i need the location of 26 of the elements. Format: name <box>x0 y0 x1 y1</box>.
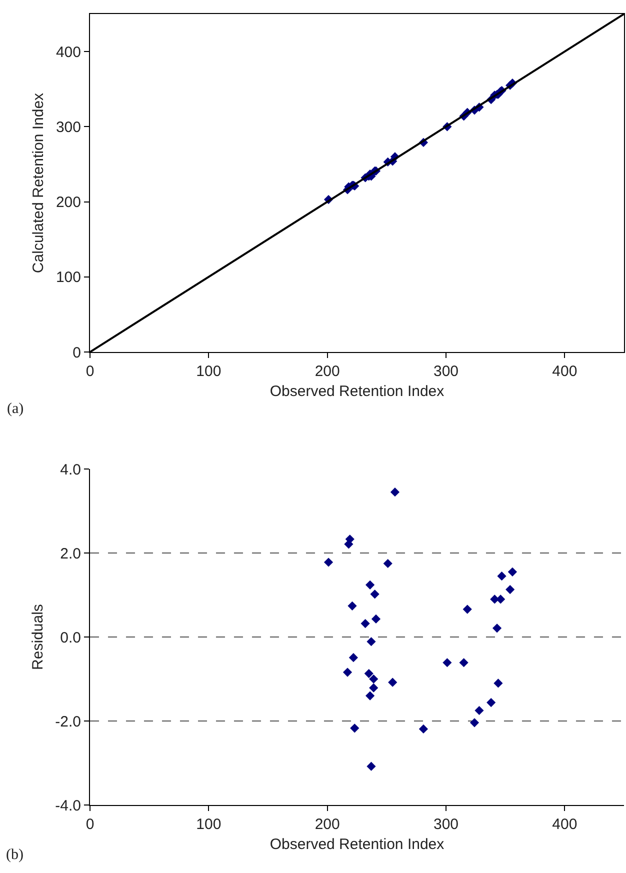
x-tick-label: 0 <box>86 363 94 380</box>
y-tick-label: -4.0 <box>55 797 81 814</box>
x-tick-label: 400 <box>552 816 578 833</box>
x-tick-label: 200 <box>314 363 340 380</box>
y-tick-label: 2.0 <box>60 545 81 562</box>
y-tick-label: 300 <box>56 118 81 136</box>
text: (a) <box>7 401 24 417</box>
text: (b) <box>6 847 24 863</box>
x-tick-label: 300 <box>433 816 459 833</box>
x-tick-label: 400 <box>552 363 578 380</box>
y-tick-label: -2.0 <box>55 713 81 730</box>
x-tick-label: 100 <box>196 363 222 380</box>
y-tick-label: 200 <box>56 194 81 212</box>
y-axis-title: Residuals <box>29 604 46 670</box>
x-tick-label: 0 <box>86 816 94 833</box>
x-tick-label: 200 <box>314 816 340 833</box>
y-tick-label: 0.0 <box>60 629 81 646</box>
y-tick-label: 100 <box>56 269 81 286</box>
x-tick-label: 300 <box>433 363 459 380</box>
y-tick-label: 4.0 <box>60 461 81 478</box>
y-tick-label: 400 <box>56 44 81 61</box>
y-tick-label: 0 <box>72 344 81 362</box>
y-axis-title: Calculated Retention Index <box>30 92 48 274</box>
x-tick-label: 100 <box>196 816 222 833</box>
x-axis-title: Observed Retention Index <box>270 836 445 853</box>
x-axis-title: Observed Retention Index <box>270 383 445 400</box>
